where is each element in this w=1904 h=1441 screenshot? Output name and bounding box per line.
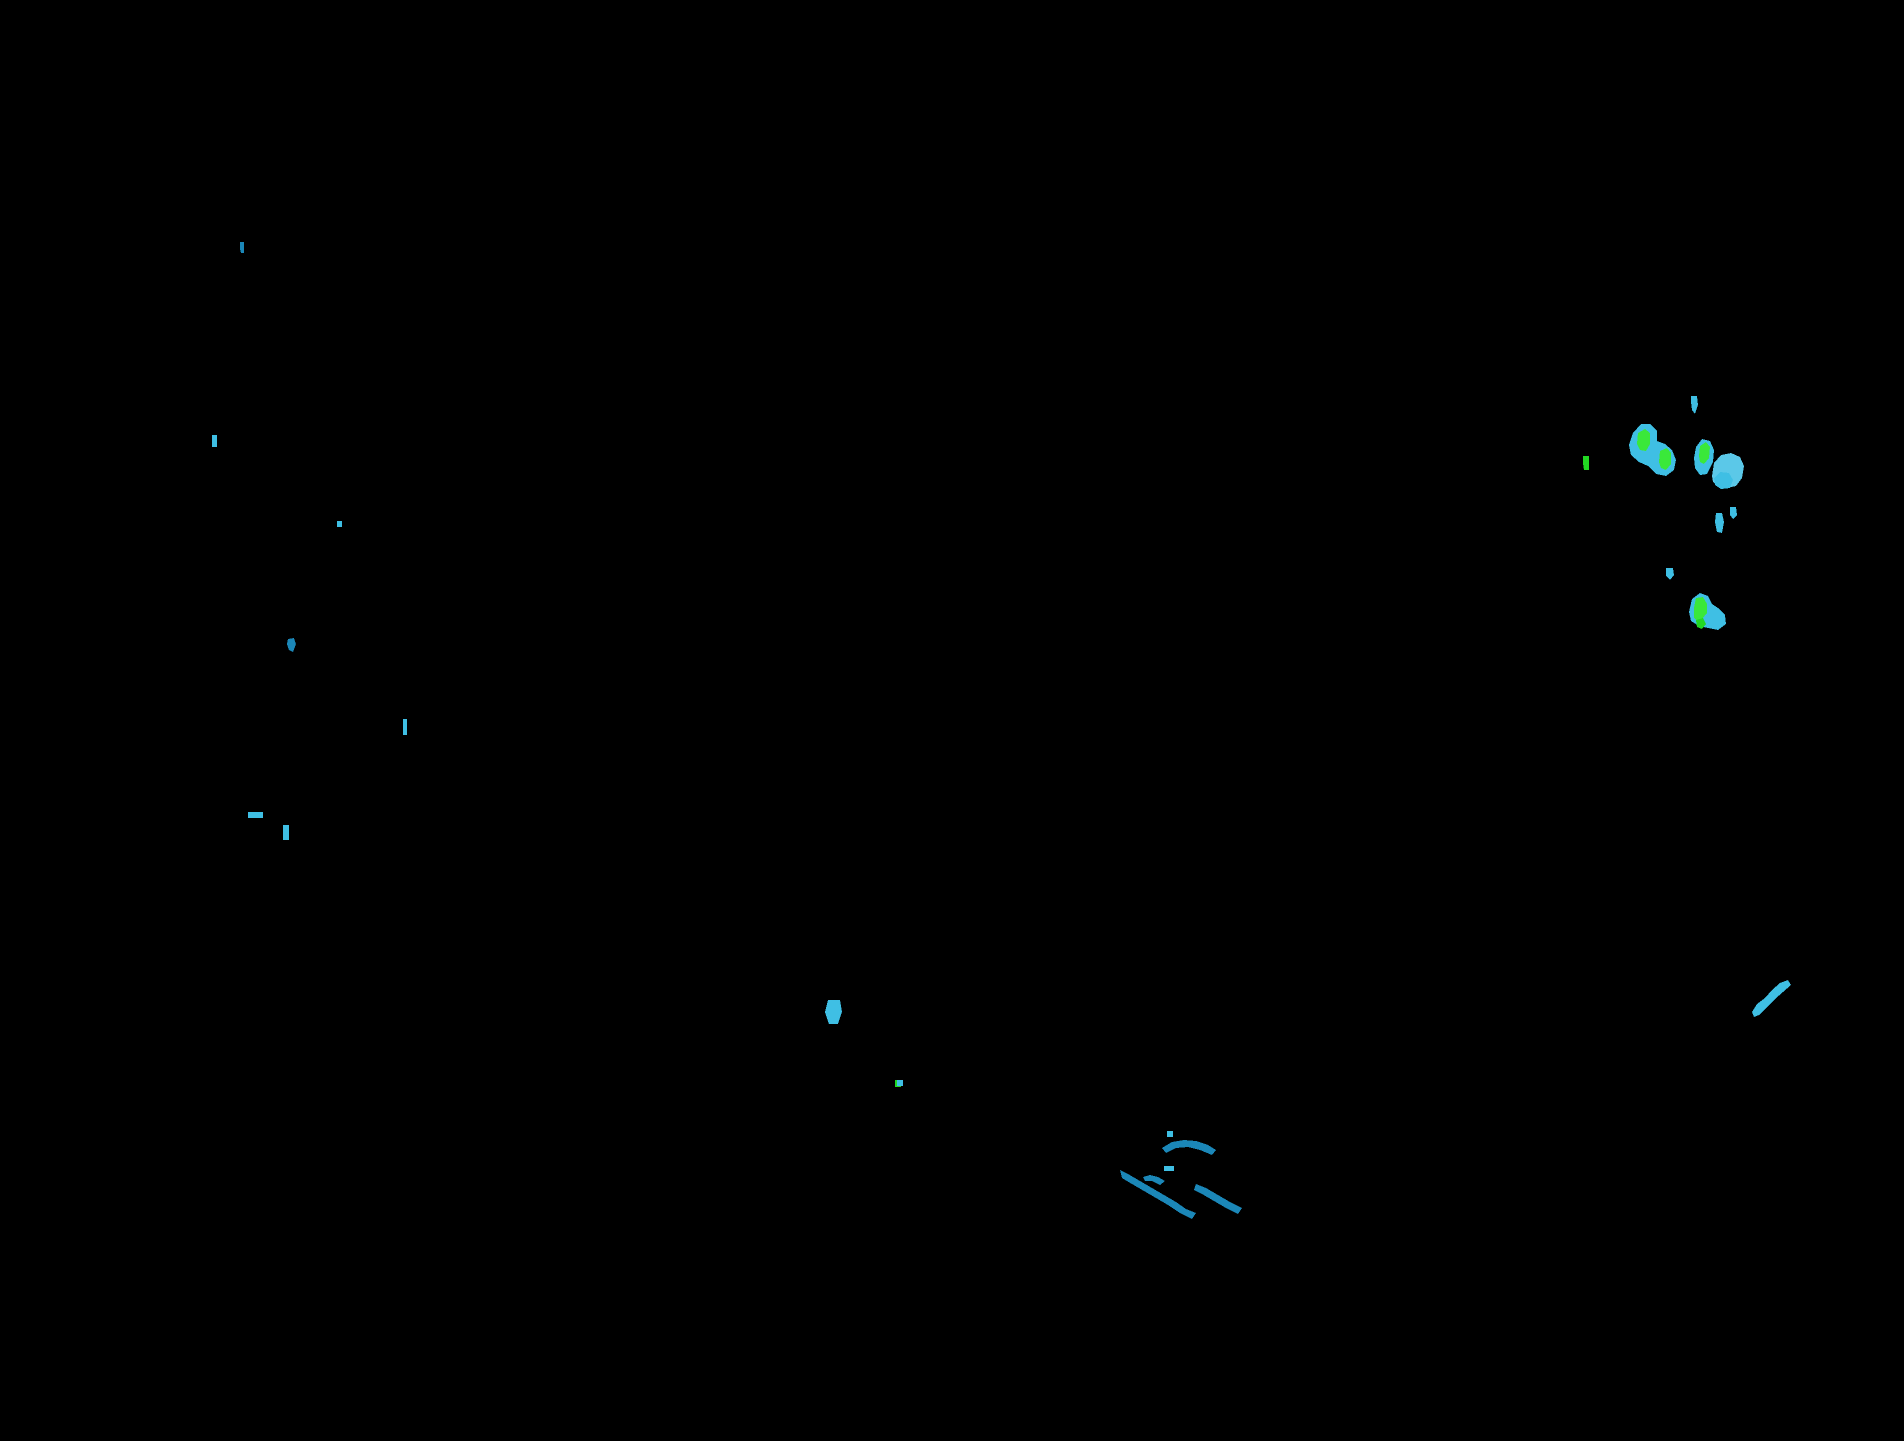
radar-echo <box>1691 396 1698 414</box>
radar-echo <box>1162 1140 1216 1155</box>
radar-echo <box>1120 1170 1196 1219</box>
radar-echo <box>897 1080 903 1086</box>
radar-echo <box>1143 1175 1165 1185</box>
radar-echo <box>1696 618 1706 629</box>
radar-echo <box>1583 456 1589 470</box>
echo-polygon-group <box>212 242 1791 1219</box>
radar-echo <box>337 521 342 527</box>
radar-echo <box>403 719 407 735</box>
radar-echo <box>1194 1184 1242 1214</box>
radar-echo <box>825 1000 842 1024</box>
radar-echo <box>1694 597 1707 622</box>
radar-echo <box>1699 442 1710 464</box>
radar-echo <box>283 825 289 840</box>
radar-echo <box>248 812 263 818</box>
radar-echo <box>1666 568 1674 580</box>
radar-echo <box>1637 429 1650 451</box>
radar-echo <box>1715 513 1724 533</box>
radar-echo <box>1752 980 1791 1017</box>
radar-echo <box>212 435 217 447</box>
radar-echo <box>1714 472 1733 489</box>
radar-echo <box>287 638 296 652</box>
radar-echo <box>1167 1131 1173 1137</box>
radar-echo <box>240 242 244 253</box>
radar-echo <box>1730 507 1737 519</box>
radar-echo <box>1659 448 1671 470</box>
radar-echo <box>1164 1166 1174 1171</box>
